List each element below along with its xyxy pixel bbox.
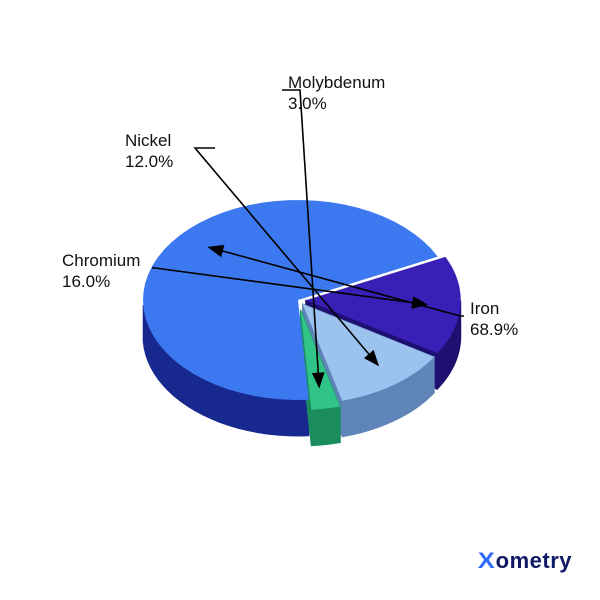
slice-label-name: Chromium <box>62 250 140 271</box>
brand-logo-x: X <box>478 548 495 574</box>
slice-label-pct: 68.9% <box>470 319 518 340</box>
slice-label-nickel: Nickel12.0% <box>125 130 173 173</box>
slice-label-molybdenum: Molybdenum3.0% <box>288 72 385 115</box>
brand-logo-rest: ometry <box>496 548 572 573</box>
slice-label-pct: 16.0% <box>62 271 140 292</box>
chart-stage: Xometry Iron68.9% Chromium16.0% Nickel12.0… <box>0 0 600 600</box>
slice-label-name: Nickel <box>125 130 173 151</box>
slice-label-pct: 12.0% <box>125 151 173 172</box>
slice-label-chromium: Chromium16.0% <box>62 250 140 293</box>
slice-label-name: Molybdenum <box>288 72 385 93</box>
slice-label-name: Iron <box>470 298 518 319</box>
slice-label-iron: Iron68.9% <box>470 298 518 341</box>
slice-label-pct: 3.0% <box>288 93 385 114</box>
brand-logo: Xometry <box>479 548 572 574</box>
